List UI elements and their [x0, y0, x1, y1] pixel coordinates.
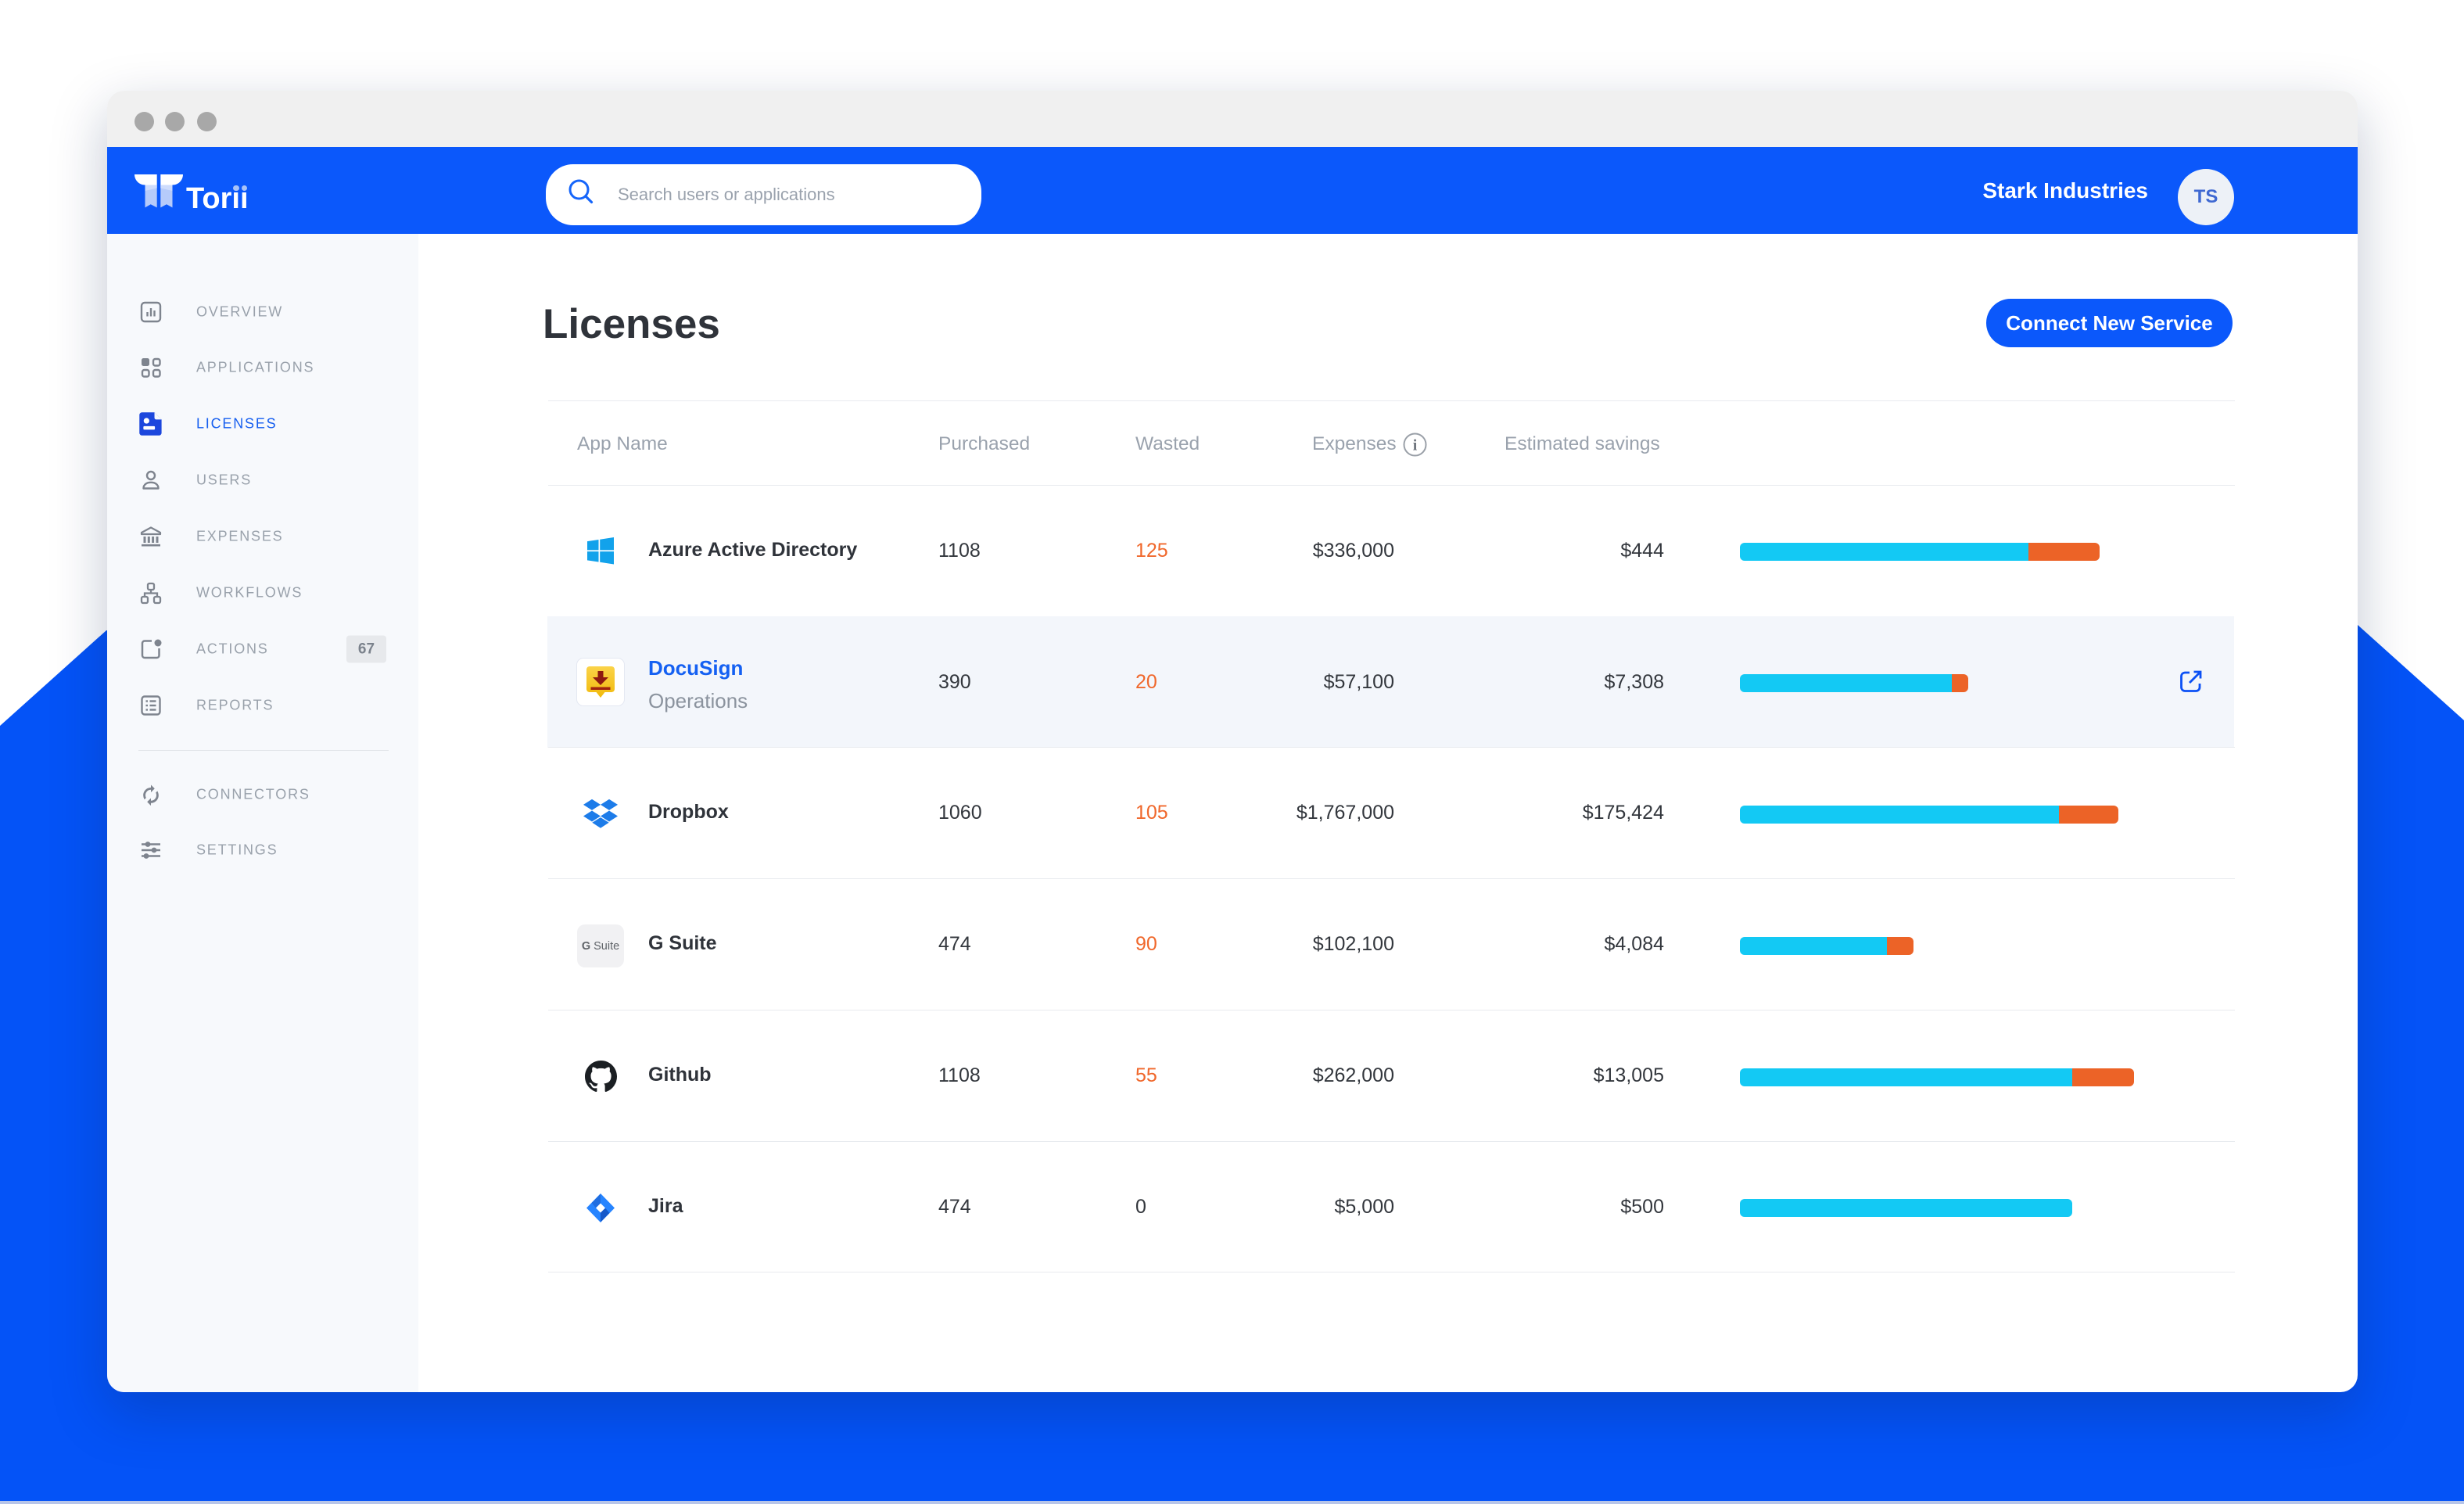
svg-text:i: i: [1413, 437, 1418, 454]
